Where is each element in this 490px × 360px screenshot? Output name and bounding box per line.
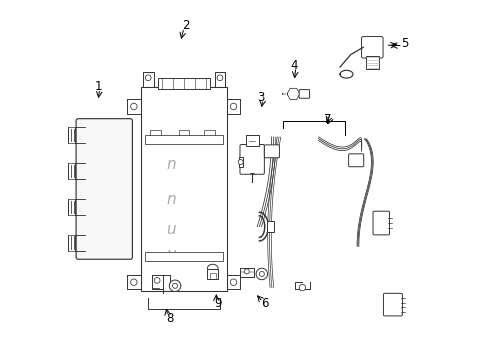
Circle shape xyxy=(131,103,137,110)
Text: 6: 6 xyxy=(261,297,269,310)
Circle shape xyxy=(230,279,237,285)
Bar xyxy=(366,56,379,69)
Circle shape xyxy=(131,279,137,285)
FancyBboxPatch shape xyxy=(383,293,402,316)
Text: u: u xyxy=(166,222,176,237)
Circle shape xyxy=(230,103,237,110)
Circle shape xyxy=(154,278,160,283)
Text: 4: 4 xyxy=(291,59,298,72)
FancyBboxPatch shape xyxy=(362,37,383,58)
Circle shape xyxy=(256,268,268,280)
Bar xyxy=(158,78,210,89)
Bar xyxy=(267,221,274,232)
Bar xyxy=(141,87,227,291)
Circle shape xyxy=(170,280,181,292)
Text: 5: 5 xyxy=(401,37,408,50)
Bar xyxy=(145,252,223,261)
Circle shape xyxy=(299,284,306,291)
FancyBboxPatch shape xyxy=(240,144,265,174)
Text: 7: 7 xyxy=(324,113,331,126)
FancyBboxPatch shape xyxy=(349,154,364,167)
Text: n: n xyxy=(166,157,176,172)
Text: n: n xyxy=(166,192,176,207)
Circle shape xyxy=(259,271,265,276)
Bar xyxy=(145,135,223,144)
Text: 3: 3 xyxy=(257,91,265,104)
Circle shape xyxy=(245,269,249,274)
Text: u: u xyxy=(166,247,176,262)
Circle shape xyxy=(146,75,151,81)
Bar xyxy=(245,135,259,146)
Bar xyxy=(207,269,218,279)
Text: 8: 8 xyxy=(166,311,173,325)
Text: 2: 2 xyxy=(182,19,190,32)
FancyBboxPatch shape xyxy=(265,145,279,158)
Circle shape xyxy=(172,283,177,288)
Circle shape xyxy=(238,159,243,165)
Text: 9: 9 xyxy=(214,297,222,310)
Text: 1: 1 xyxy=(94,80,102,93)
FancyBboxPatch shape xyxy=(76,119,132,259)
FancyBboxPatch shape xyxy=(373,211,390,235)
Bar xyxy=(239,157,243,167)
Circle shape xyxy=(217,75,223,81)
Polygon shape xyxy=(287,88,300,99)
FancyBboxPatch shape xyxy=(299,90,310,98)
